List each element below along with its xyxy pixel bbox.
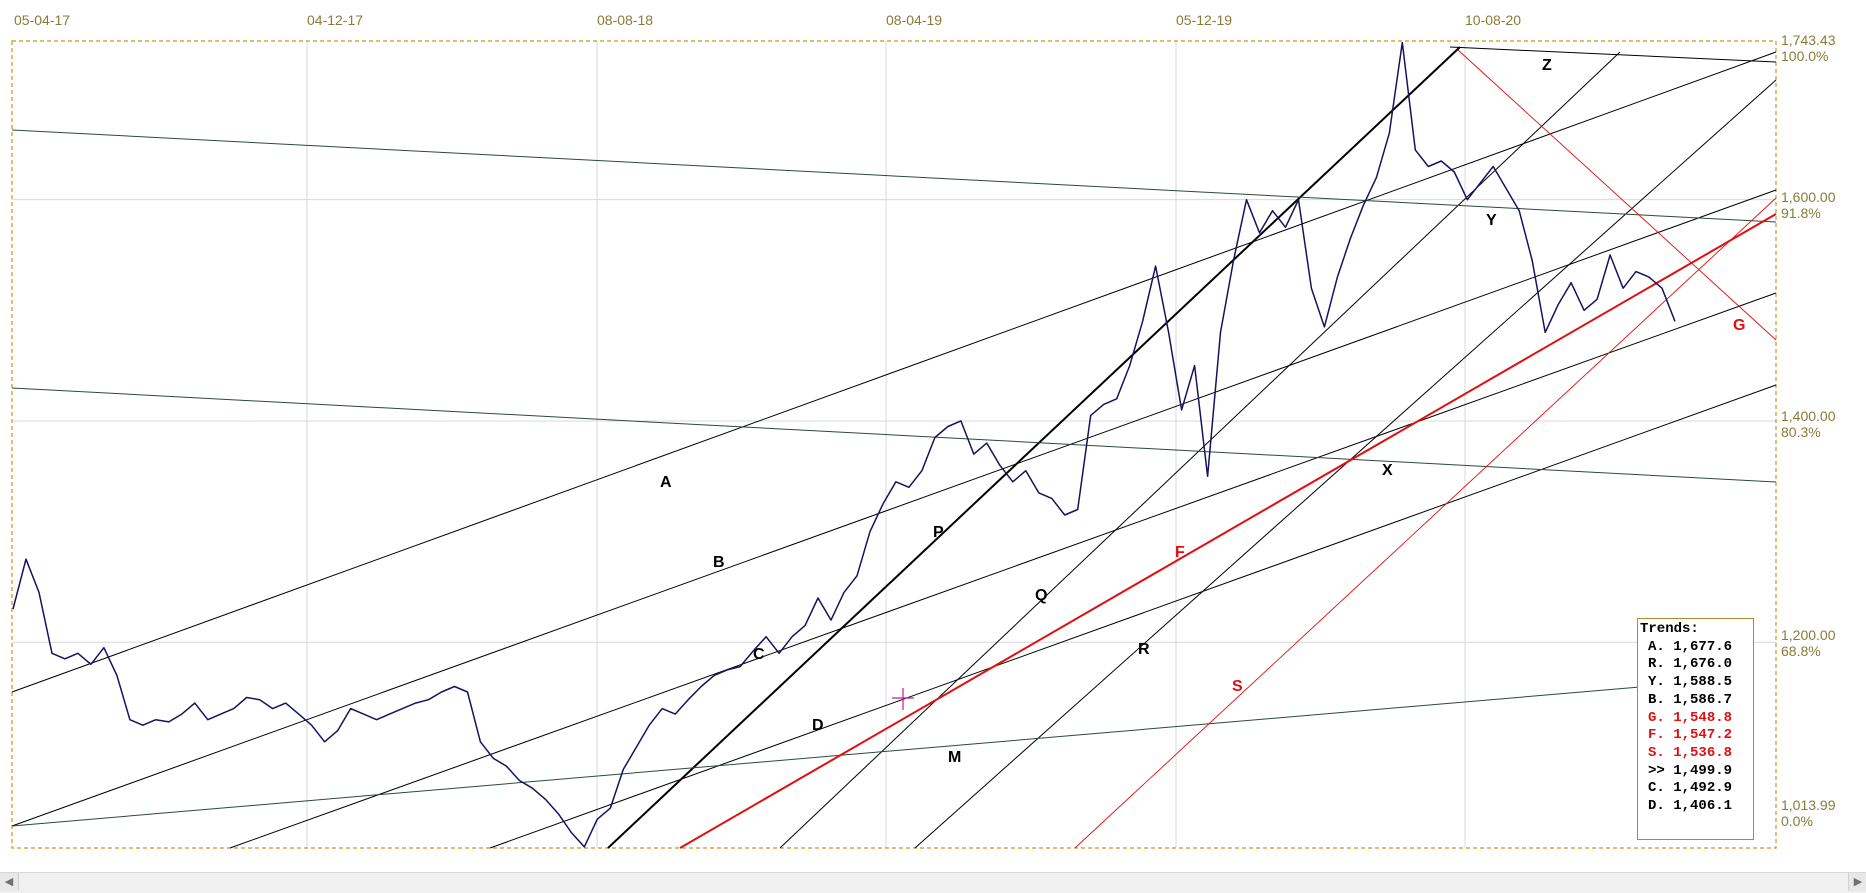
y-tick-percent: 80.3% — [1781, 424, 1821, 440]
trend-label-d: D — [812, 717, 824, 734]
x-tick-label: 08-08-18 — [597, 12, 654, 28]
x-tick-label: 08-04-19 — [886, 12, 943, 28]
trend-row-label: A. — [1648, 638, 1665, 655]
y-tick-label: 1,200.00 68.8% — [1781, 627, 1836, 659]
plot-border — [11, 40, 1777, 849]
trend-line-g — [1457, 49, 1777, 341]
left-arrow-icon: ◀ — [4, 875, 14, 888]
right-arrow-icon: ▶ — [1853, 875, 1863, 888]
trend-label-q: Q — [1035, 587, 1047, 604]
trend-line-s — [1074, 197, 1777, 849]
trend-line-d — [489, 384, 1777, 849]
trend-row-value: 1,677.6 — [1673, 638, 1733, 655]
x-tick-label: 05-12-19 — [1176, 12, 1233, 28]
trend-label-y: Y — [1486, 212, 1497, 229]
scroll-right-button[interactable]: ▶ — [1848, 873, 1866, 891]
y-tick-price: 1,400.00 — [1781, 408, 1836, 424]
scroll-left-button[interactable]: ◀ — [0, 873, 19, 891]
trend-label-g: G — [1733, 317, 1745, 334]
y-tick-percent: 91.8% — [1781, 205, 1821, 221]
trend-row-label: B. — [1648, 691, 1665, 708]
trend-row: A. 1,677.6 — [1640, 639, 1753, 657]
trend-label-s: S — [1232, 678, 1243, 695]
trend-row: G. 1,548.8 — [1640, 710, 1753, 728]
trend-label-a: A — [660, 474, 672, 491]
trend-label-c: C — [753, 646, 765, 663]
trend-label-x: X — [1382, 462, 1393, 479]
trend-row: Y. 1,588.5 — [1640, 674, 1753, 692]
trend-line-z — [1449, 46, 1777, 63]
trend-row-value: 1,588.5 — [1673, 674, 1733, 691]
trend-label-b: B — [713, 554, 725, 571]
x-tick-label: 04-12-17 — [307, 12, 364, 28]
trend-line-p — [607, 46, 1461, 849]
trend-row: F. 1,547.2 — [1640, 727, 1753, 745]
x-tick-label: 05-04-17 — [14, 12, 71, 28]
price-series-line — [12, 41, 1676, 848]
trend-row: D. 1,406.1 — [1640, 798, 1753, 816]
y-tick-label: 1,013.99 0.0% — [1781, 797, 1836, 829]
trend-line-a — [11, 51, 1777, 693]
trend-line-m — [11, 686, 1641, 827]
trend-row-label: G. — [1648, 709, 1665, 726]
y-tick-price: 1,200.00 — [1781, 627, 1836, 643]
trend-row-label: >> — [1648, 762, 1665, 779]
trend-row-value: 1,492.9 — [1673, 780, 1733, 797]
y-tick-label: 1,400.00 80.3% — [1781, 408, 1836, 440]
y-tick-price: 1,600.00 — [1781, 189, 1836, 205]
trend-row-value: 1,586.7 — [1673, 691, 1733, 708]
trend-row-value: 1,547.2 — [1673, 727, 1733, 744]
trend-row-label: F. — [1648, 727, 1665, 744]
trend-line-q — [779, 51, 1621, 849]
trend-line-c — [229, 292, 1777, 849]
x-tick-label: 10-08-20 — [1465, 12, 1522, 28]
trend-label-p: P — [933, 524, 944, 541]
horizontal-scrollbar[interactable] — [0, 872, 1866, 893]
y-tick-label: 1,743.43 100.0% — [1781, 32, 1836, 64]
trend-label-z: Z — [1542, 57, 1552, 74]
trend-row-value: 1,548.8 — [1673, 709, 1733, 726]
y-tick-percent: 100.0% — [1781, 48, 1829, 64]
trend-line-f — [679, 213, 1777, 849]
trend-row-value: 1,406.1 — [1673, 798, 1733, 815]
trend-line-x — [11, 387, 1777, 483]
trend-row: S. 1,536.8 — [1640, 745, 1753, 763]
trend-label-f: F — [1175, 544, 1185, 561]
trend-row-label: Y. — [1648, 674, 1665, 691]
y-tick-percent: 68.8% — [1781, 643, 1821, 659]
trends-title: Trends: — [1640, 621, 1699, 637]
trend-row-value: 1,536.8 — [1673, 744, 1733, 761]
trend-row: R. 1,676.0 — [1640, 656, 1753, 674]
trend-row: B. 1,586.7 — [1640, 692, 1753, 710]
trends-legend: Trends: A. 1,677.6 R. 1,676.0 Y. 1,588.5… — [1637, 618, 1754, 840]
trend-label-r: R — [1138, 641, 1150, 658]
trend-row-label: D. — [1648, 798, 1665, 815]
trend-row-label: C. — [1648, 780, 1665, 797]
trend-row-label: S. — [1648, 744, 1665, 761]
y-tick-percent: 0.0% — [1781, 813, 1813, 829]
y-tick-price: 1,743.43 — [1781, 32, 1836, 48]
trend-line-y — [11, 129, 1777, 223]
trend-row: >> 1,499.9 — [1640, 763, 1753, 781]
y-tick-price: 1,013.99 — [1781, 797, 1836, 813]
trend-row-value: 1,499.9 — [1673, 762, 1733, 779]
trend-label-m: M — [948, 749, 961, 766]
trend-line-b — [11, 189, 1777, 827]
trend-row-label: R. — [1648, 656, 1665, 673]
y-tick-label: 1,600.00 91.8% — [1781, 189, 1836, 221]
trend-row-value: 1,676.0 — [1673, 656, 1733, 673]
trend-row: C. 1,492.9 — [1640, 780, 1753, 798]
